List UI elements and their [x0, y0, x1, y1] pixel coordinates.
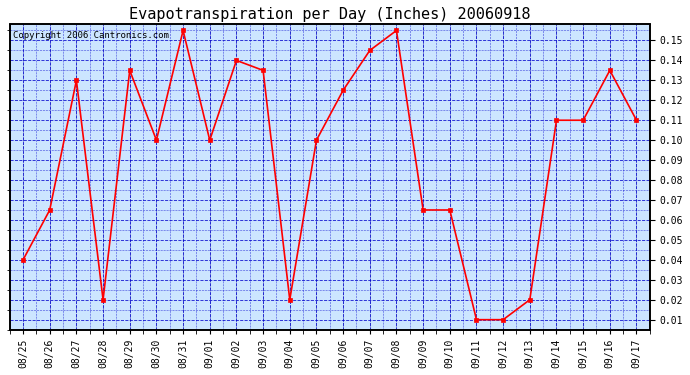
Title: Evapotranspiration per Day (Inches) 20060918: Evapotranspiration per Day (Inches) 2006… [129, 7, 531, 22]
Text: Copyright 2006 Cantronics.com: Copyright 2006 Cantronics.com [13, 31, 169, 40]
